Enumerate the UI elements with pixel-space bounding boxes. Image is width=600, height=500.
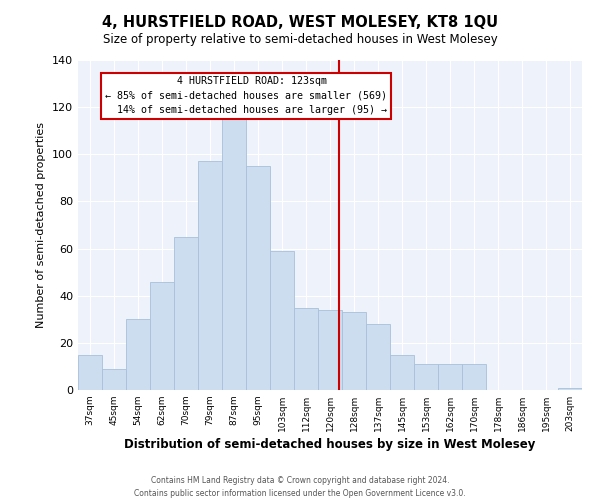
Bar (294, 308, 318, 390)
Text: 4 HURSTFIELD ROAD: 123sqm
← 85% of semi-detached houses are smaller (569)
  14% : 4 HURSTFIELD ROAD: 123sqm ← 85% of semi-… (105, 76, 387, 116)
Bar (318, 310, 342, 390)
Y-axis label: Number of semi-detached properties: Number of semi-detached properties (37, 122, 46, 328)
Text: Size of property relative to semi-detached houses in West Molesey: Size of property relative to semi-detach… (103, 32, 497, 46)
Bar (174, 237, 198, 390)
Text: Contains HM Land Registry data © Crown copyright and database right 2024.
Contai: Contains HM Land Registry data © Crown c… (134, 476, 466, 498)
Bar (438, 364, 462, 390)
X-axis label: Distribution of semi-detached houses by size in West Molesey: Distribution of semi-detached houses by … (124, 438, 536, 451)
Bar (390, 354, 414, 390)
Bar (150, 282, 174, 390)
Bar (462, 364, 486, 390)
Bar (246, 166, 270, 390)
Text: 4, HURSTFIELD ROAD, WEST MOLESEY, KT8 1QU: 4, HURSTFIELD ROAD, WEST MOLESEY, KT8 1Q… (102, 15, 498, 30)
Bar (558, 388, 582, 390)
Bar (102, 369, 126, 390)
Bar (222, 119, 246, 390)
Bar (198, 162, 222, 390)
Bar (126, 320, 150, 390)
Bar (78, 354, 102, 390)
Bar (366, 324, 390, 390)
Bar (414, 364, 438, 390)
Bar (342, 312, 366, 390)
Bar (270, 251, 294, 390)
